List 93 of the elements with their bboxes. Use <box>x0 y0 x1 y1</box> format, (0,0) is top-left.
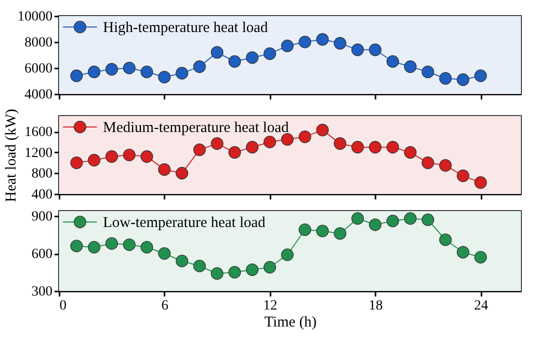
point <box>123 148 136 162</box>
point <box>474 250 487 264</box>
point <box>334 37 346 50</box>
y-tick-label: 300 <box>32 284 52 300</box>
point <box>140 66 154 78</box>
point <box>316 33 329 46</box>
point <box>228 146 241 159</box>
point <box>105 63 118 76</box>
point <box>439 233 452 246</box>
legend-label: Low-temperature heat load <box>103 215 266 231</box>
x-axis-title: Time (h) <box>264 314 317 330</box>
point <box>334 137 346 150</box>
point <box>210 267 224 280</box>
y-tick-label: 6000 <box>24 62 52 76</box>
y-tick-label: 10000 <box>18 10 52 24</box>
point <box>228 55 241 68</box>
point <box>193 60 206 73</box>
x-tick-label: 12 <box>263 298 278 314</box>
x-tick-label: 6 <box>161 298 168 314</box>
y-axis-title: Heat load (kW) <box>4 108 20 202</box>
point <box>368 218 382 232</box>
y-tick-label: 1600 <box>24 125 52 140</box>
point <box>158 70 171 84</box>
point <box>456 73 470 86</box>
point <box>210 46 224 59</box>
point <box>88 66 100 78</box>
point <box>193 144 206 156</box>
point <box>264 260 276 274</box>
point <box>176 254 188 268</box>
point <box>70 240 83 252</box>
point <box>351 212 364 225</box>
point <box>334 227 346 240</box>
point <box>474 176 487 189</box>
legend-label: Medium-temperature heat load <box>103 120 290 136</box>
x-tick-label: 18 <box>368 298 383 314</box>
y-tick-label: 900 <box>32 210 52 224</box>
point <box>158 247 171 260</box>
point <box>281 40 294 52</box>
y-tick-label: 8000 <box>24 36 52 50</box>
point <box>88 240 100 254</box>
point <box>105 237 118 250</box>
point <box>439 72 452 85</box>
point <box>264 136 276 148</box>
point <box>368 140 382 154</box>
point <box>246 263 258 276</box>
point <box>105 150 118 163</box>
point <box>439 159 452 172</box>
y-tick-label: 800 <box>32 166 52 182</box>
point <box>474 70 487 82</box>
legend-label: High-temperature heat load <box>103 20 268 36</box>
point <box>456 170 470 182</box>
point <box>228 266 241 279</box>
point <box>246 51 258 64</box>
point <box>264 47 276 60</box>
point <box>422 156 434 170</box>
y-tick-label: 400 <box>32 188 52 202</box>
point <box>351 44 364 56</box>
x-tick-label: 24 <box>474 298 488 314</box>
point <box>351 140 364 154</box>
x-tick-label: 0 <box>60 298 66 314</box>
point <box>422 213 434 226</box>
point <box>316 224 329 238</box>
point <box>386 55 400 68</box>
y-tick-label: 1200 <box>24 146 52 161</box>
point <box>70 156 83 170</box>
point <box>246 140 258 154</box>
point <box>281 133 294 146</box>
point <box>404 60 417 73</box>
point <box>456 246 470 259</box>
point <box>70 70 83 82</box>
point <box>298 223 312 236</box>
point <box>123 238 136 252</box>
point <box>422 66 434 78</box>
y-tick-label: 4000 <box>24 88 52 102</box>
point <box>316 124 329 136</box>
point <box>176 66 188 80</box>
point <box>193 260 206 272</box>
point <box>123 62 136 74</box>
point <box>404 212 417 225</box>
point <box>368 44 382 56</box>
point <box>386 214 400 228</box>
point <box>158 163 171 176</box>
point <box>176 166 188 180</box>
point <box>281 248 294 262</box>
point <box>140 150 154 163</box>
point <box>140 240 154 254</box>
y-tick-label: 600 <box>32 247 52 262</box>
point <box>386 140 400 154</box>
point <box>210 137 224 150</box>
point <box>298 36 312 48</box>
point <box>298 130 312 144</box>
point <box>404 146 417 159</box>
point <box>88 154 100 166</box>
